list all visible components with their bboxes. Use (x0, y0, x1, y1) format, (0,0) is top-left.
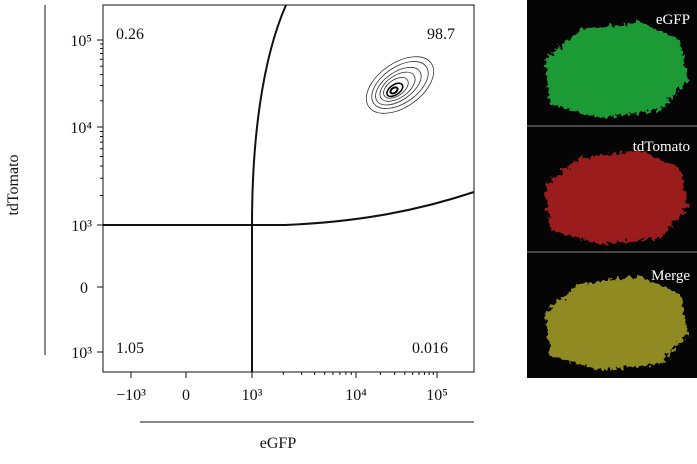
x-tick-label: 10⁵ (426, 387, 448, 404)
quadrant-value: 0.016 (412, 340, 448, 357)
gate-horizontal (103, 191, 475, 226)
y-tick-label: 10⁵ (70, 33, 92, 50)
x-tick-label: 10³ (242, 387, 263, 404)
contour (366, 56, 434, 114)
ticks (97, 39, 438, 378)
panel-label: eGFP (656, 12, 690, 28)
quadrant-value: 1.05 (116, 340, 144, 357)
x-tick-label: −10³ (116, 387, 146, 404)
merge-image (545, 276, 688, 370)
egfp-image (545, 22, 688, 118)
y-tick-label: 10⁴ (70, 120, 92, 137)
x-tick-label: 0 (182, 387, 190, 404)
y-tick-label: 0 (80, 280, 88, 297)
panel-label: Merge (651, 268, 690, 284)
y-tick-label: 10³ (71, 345, 92, 362)
tdtomato-image (545, 150, 688, 244)
x-axis-label: eGFP (260, 435, 297, 452)
gate-vertical (251, 4, 287, 372)
quadrant-value: 98.7 (427, 26, 455, 43)
plot-frame (102, 4, 475, 373)
quadrant-value: 0.26 (116, 26, 144, 43)
y-tick-label: 10³ (71, 218, 92, 235)
y-axis-label: tdTomato (5, 154, 22, 215)
panel-label: tdTomato (633, 139, 690, 155)
x-tick-label: 10⁴ (345, 387, 367, 404)
